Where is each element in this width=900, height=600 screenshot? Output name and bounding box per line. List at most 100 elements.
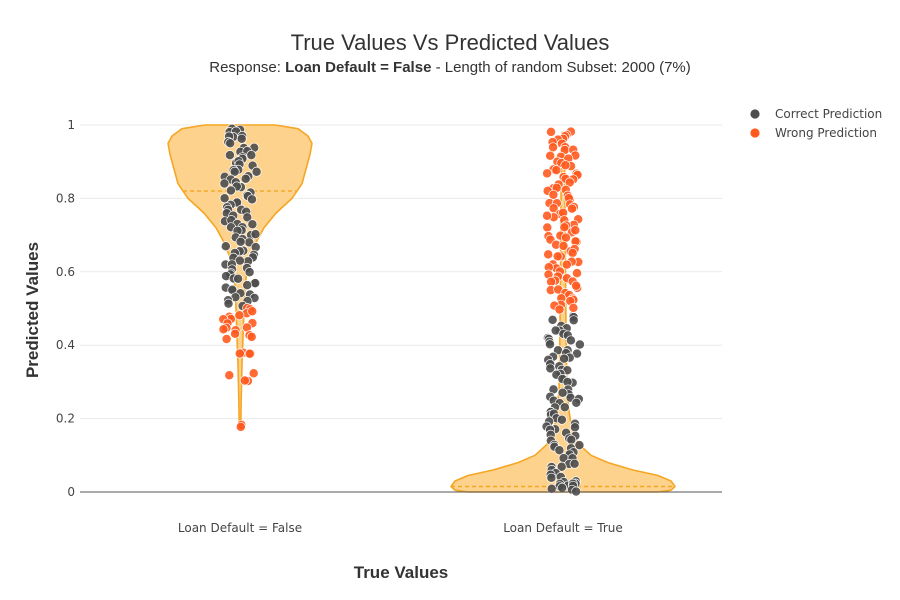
data-point-wrong-prediction[interactable] bbox=[546, 126, 556, 137]
data-point-wrong-prediction[interactable] bbox=[568, 302, 579, 313]
data-point-correct-prediction[interactable] bbox=[557, 482, 568, 493]
data-point-wrong-prediction[interactable] bbox=[235, 421, 246, 432]
data-point-correct-prediction[interactable] bbox=[246, 150, 257, 161]
data-point-wrong-prediction[interactable] bbox=[561, 259, 572, 270]
y-tick-label: 0.2 bbox=[56, 412, 75, 426]
data-point-wrong-prediction[interactable] bbox=[548, 142, 559, 153]
data-point-wrong-prediction[interactable] bbox=[567, 203, 577, 214]
data-point-correct-prediction[interactable] bbox=[225, 138, 236, 149]
data-point-wrong-prediction[interactable] bbox=[224, 370, 235, 381]
legend[interactable]: Correct Prediction Wrong Prediction bbox=[749, 107, 882, 140]
data-point-correct-prediction[interactable] bbox=[556, 461, 567, 472]
subtitle-bold: Loan Default = False bbox=[285, 59, 431, 76]
data-point-correct-prediction[interactable] bbox=[569, 458, 580, 469]
data-point-correct-prediction[interactable] bbox=[546, 483, 557, 494]
legend-label-wrong: Wrong Prediction bbox=[775, 126, 877, 140]
data-point-wrong-prediction[interactable] bbox=[221, 334, 232, 344]
legend-label-correct: Correct Prediction bbox=[775, 107, 882, 121]
data-point-wrong-prediction[interactable] bbox=[244, 348, 255, 359]
data-point-wrong-prediction[interactable] bbox=[558, 240, 569, 251]
data-point-correct-prediction[interactable] bbox=[559, 402, 570, 413]
data-point-correct-prediction[interactable] bbox=[225, 185, 236, 196]
data-point-correct-prediction[interactable] bbox=[250, 229, 261, 240]
data-point-correct-prediction[interactable] bbox=[247, 219, 258, 230]
subtitle-suffix: - Length of random Subset: 2000 (7%) bbox=[431, 59, 690, 76]
data-point-correct-prediction[interactable] bbox=[242, 280, 253, 291]
x-tick-label: Loan Default = False bbox=[178, 521, 302, 535]
y-tick-label: 0 bbox=[67, 485, 75, 499]
data-point-correct-prediction[interactable] bbox=[251, 166, 262, 177]
data-point-wrong-prediction[interactable] bbox=[559, 222, 570, 233]
legend-item-wrong[interactable]: Wrong Prediction bbox=[749, 126, 877, 140]
data-point-wrong-prediction[interactable] bbox=[571, 280, 582, 291]
data-point-wrong-prediction[interactable] bbox=[230, 328, 241, 339]
y-tick-label: 1 bbox=[67, 118, 75, 132]
data-point-wrong-prediction[interactable] bbox=[545, 150, 556, 161]
data-point-correct-prediction[interactable] bbox=[546, 472, 557, 483]
y-tick-label: 0.6 bbox=[56, 265, 75, 279]
data-point-correct-prediction[interactable] bbox=[568, 315, 579, 326]
data-point-wrong-prediction[interactable] bbox=[567, 247, 578, 258]
data-point-wrong-prediction[interactable] bbox=[561, 232, 571, 243]
data-point-correct-prediction[interactable] bbox=[574, 339, 585, 350]
data-point-correct-prediction[interactable] bbox=[565, 335, 576, 346]
legend-item-correct[interactable]: Correct Prediction bbox=[749, 107, 882, 121]
data-point-wrong-prediction[interactable] bbox=[572, 268, 582, 279]
legend-marker-wrong bbox=[749, 127, 761, 139]
x-axis-title: True Values bbox=[354, 563, 449, 582]
data-point-wrong-prediction[interactable] bbox=[248, 368, 259, 379]
subtitle-prefix: Response: bbox=[209, 59, 285, 76]
data-point-correct-prediction[interactable] bbox=[234, 255, 245, 266]
data-point-correct-prediction[interactable] bbox=[233, 273, 244, 284]
data-point-wrong-prediction[interactable] bbox=[546, 276, 557, 287]
data-point-wrong-prediction[interactable] bbox=[552, 251, 563, 262]
data-point-wrong-prediction[interactable] bbox=[218, 324, 229, 335]
data-point-wrong-prediction[interactable] bbox=[543, 249, 554, 260]
data-point-correct-prediction[interactable] bbox=[570, 422, 580, 433]
data-point-correct-prediction[interactable] bbox=[556, 414, 567, 425]
data-point-correct-prediction[interactable] bbox=[571, 397, 582, 408]
data-point-correct-prediction[interactable] bbox=[574, 440, 585, 451]
data-point-correct-prediction[interactable] bbox=[236, 133, 247, 144]
data-point-wrong-prediction[interactable] bbox=[234, 310, 245, 321]
grid-lines bbox=[80, 124, 722, 420]
data-point-wrong-prediction[interactable] bbox=[554, 304, 565, 315]
chart-title: True Values Vs Predicted Values bbox=[291, 30, 610, 55]
data-point-correct-prediction[interactable] bbox=[547, 314, 558, 325]
data-point-correct-prediction[interactable] bbox=[244, 267, 255, 278]
data-point-correct-prediction[interactable] bbox=[235, 236, 246, 247]
data-point-correct-prediction[interactable] bbox=[247, 194, 257, 205]
data-point-correct-prediction[interactable] bbox=[219, 178, 230, 189]
data-point-correct-prediction[interactable] bbox=[242, 212, 253, 223]
data-point-wrong-prediction[interactable] bbox=[239, 375, 250, 386]
scatter-points bbox=[218, 123, 585, 497]
data-point-correct-prediction[interactable] bbox=[220, 241, 231, 252]
data-point-correct-prediction[interactable] bbox=[557, 387, 568, 398]
data-point-wrong-prediction[interactable] bbox=[542, 210, 553, 221]
data-point-wrong-prediction[interactable] bbox=[542, 168, 553, 179]
data-point-wrong-prediction[interactable] bbox=[560, 160, 571, 171]
y-tick-label: 0.4 bbox=[56, 338, 75, 352]
data-point-correct-prediction[interactable] bbox=[545, 339, 555, 350]
data-point-correct-prediction[interactable] bbox=[223, 298, 234, 309]
data-point-wrong-prediction[interactable] bbox=[542, 222, 553, 233]
data-point-wrong-prediction[interactable] bbox=[570, 225, 581, 236]
data-point-correct-prediction[interactable] bbox=[224, 150, 235, 161]
axes: 0 0.2 0.4 0.6 0.8 1 Loan Default = False Loan D… bbox=[56, 118, 722, 535]
y-tick-label: 0.8 bbox=[56, 191, 75, 205]
data-point-correct-prediction[interactable] bbox=[219, 193, 230, 204]
data-point-correct-prediction[interactable] bbox=[566, 434, 577, 445]
data-point-wrong-prediction[interactable] bbox=[247, 306, 258, 317]
data-point-wrong-prediction[interactable] bbox=[246, 331, 257, 342]
data-point-correct-prediction[interactable] bbox=[554, 445, 565, 456]
x-tick-label: Loan Default = True bbox=[503, 521, 623, 535]
data-point-wrong-prediction[interactable] bbox=[234, 348, 245, 359]
chart-subtitle: Response: Loan Default = False - Length … bbox=[209, 59, 691, 76]
data-point-correct-prediction[interactable] bbox=[559, 353, 570, 364]
data-point-correct-prediction[interactable] bbox=[240, 173, 251, 184]
data-point-wrong-prediction[interactable] bbox=[548, 189, 559, 200]
data-point-wrong-prediction[interactable] bbox=[551, 165, 562, 176]
data-point-correct-prediction[interactable] bbox=[229, 166, 240, 177]
y-axis-title: Predicted Values bbox=[23, 242, 42, 378]
